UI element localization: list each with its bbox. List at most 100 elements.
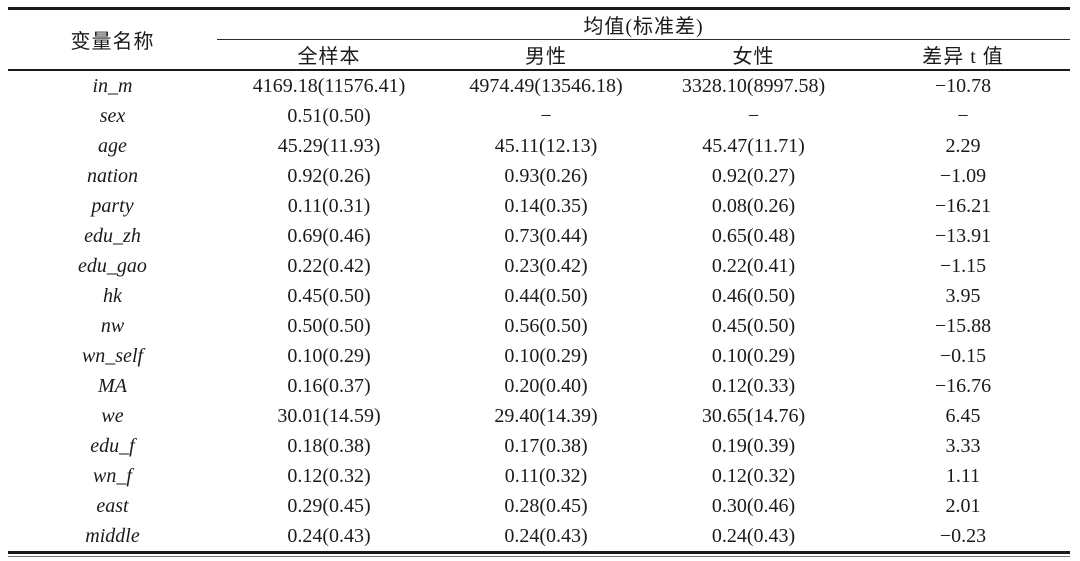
t-value-cell: 1.11 <box>945 464 981 487</box>
table-body: in_m 4169.18(11576.41) 4974.49(13546.18) 33… <box>8 70 1070 553</box>
mean-sd-group-header: 均值(标准差) <box>217 8 1071 40</box>
female-cell: 0.65(0.48) <box>711 224 796 247</box>
variable-name-cell: edu_zh <box>84 224 141 247</box>
col-header-female: 女性 <box>651 39 856 71</box>
full-sample-cell: 0.29(0.45) <box>287 494 371 517</box>
t-value-cell: −0.23 <box>939 524 987 547</box>
male-cell: 0.73(0.44) <box>504 224 588 247</box>
t-value-cell: 6.45 <box>945 404 981 427</box>
male-cell: − <box>540 104 552 127</box>
variable-name-cell: nation <box>86 164 139 187</box>
variable-name-cell: MA <box>98 374 127 397</box>
t-value-cell: −1.15 <box>939 254 987 277</box>
table-row: party 0.11(0.31) 0.14(0.35) 0.08(0.26) −16.2… <box>8 191 1070 221</box>
table-row: in_m 4169.18(11576.41) 4974.49(13546.18) 33… <box>8 70 1070 101</box>
female-cell: − <box>747 104 760 127</box>
table-row: wn_f 0.12(0.32) 0.11(0.32) 0.12(0.32) 1.11 <box>8 461 1070 491</box>
col-header-full-sample: 全样本 <box>217 39 441 71</box>
female-cell: 3328.10(8997.58) <box>681 74 826 97</box>
variable-name-cell: edu_gao <box>78 254 147 277</box>
t-value-cell: −16.76 <box>934 374 992 397</box>
male-cell: 29.40(14.39) <box>494 404 598 427</box>
male-cell: 0.14(0.35) <box>504 194 588 217</box>
full-sample-cell: 0.22(0.42) <box>287 254 371 277</box>
variable-name-cell: middle <box>85 524 140 547</box>
t-value-cell: −1.09 <box>939 164 987 187</box>
male-cell: 0.28(0.45) <box>504 494 588 517</box>
male-cell: 0.23(0.42) <box>504 254 588 277</box>
female-cell: 45.47(11.71) <box>702 134 805 157</box>
female-cell: 0.10(0.29) <box>711 344 796 367</box>
header-group-row: 变量名称 均值(标准差) <box>8 8 1071 71</box>
t-value-cell: −0.15 <box>939 344 987 367</box>
table-row: middle 0.24(0.43) 0.24(0.43) 0.24(0.43) −0.2… <box>8 521 1070 553</box>
table-row: hk 0.45(0.50) 0.44(0.50) 0.46(0.50) 3.95 <box>8 281 1070 311</box>
variable-name-cell: wn_f <box>93 464 132 487</box>
table-row: sex 0.51(0.50) − − − <box>8 101 1070 131</box>
full-sample-cell: 0.69(0.46) <box>287 224 371 247</box>
variable-name-cell: east <box>96 494 129 517</box>
full-sample-cell: 0.11(0.31) <box>287 194 371 217</box>
male-cell: 0.20(0.40) <box>504 374 588 397</box>
table-row: east 0.29(0.45) 0.28(0.45) 0.30(0.46) 2.01 <box>8 491 1070 521</box>
full-sample-cell: 0.24(0.43) <box>287 524 371 547</box>
full-sample-cell: 0.16(0.37) <box>287 374 371 397</box>
full-sample-cell: 0.10(0.29) <box>287 344 371 367</box>
t-value-cell: −16.21 <box>934 194 992 217</box>
table-row: edu_gao 0.22(0.42) 0.23(0.42) 0.22(0.41) −1.… <box>8 251 1070 281</box>
variable-name-cell: wn_self <box>81 344 144 367</box>
full-sample-cell: 4169.18(11576.41) <box>252 74 406 97</box>
female-cell: 0.12(0.33) <box>711 374 796 397</box>
full-sample-cell: 0.45(0.50) <box>287 284 371 307</box>
t-value-cell: 2.01 <box>945 494 981 517</box>
male-cell: 45.11(12.13) <box>494 134 598 157</box>
descriptive-statistics-table: 变量名称 均值(标准差) 全样本 男性 女性 差异 t 值 in_m 4169.1… <box>8 7 1071 554</box>
full-sample-cell: 0.50(0.50) <box>287 314 371 337</box>
variable-name-cell: party <box>91 194 134 217</box>
full-sample-cell: 0.92(0.26) <box>287 164 371 187</box>
t-value-cell: −15.88 <box>934 314 992 337</box>
t-value-cell: −13.91 <box>934 224 992 247</box>
variable-name-cell: nw <box>100 314 125 337</box>
male-cell: 0.10(0.29) <box>504 344 588 367</box>
variable-name-cell: we <box>101 404 124 427</box>
male-cell: 4974.49(13546.18) <box>469 74 623 97</box>
female-cell: 0.24(0.43) <box>711 524 796 547</box>
female-cell: 0.19(0.39) <box>711 434 796 457</box>
full-sample-cell: 0.12(0.32) <box>287 464 371 487</box>
female-cell: 0.30(0.46) <box>711 494 796 517</box>
variable-name-cell: in_m <box>92 74 133 97</box>
t-value-cell: −10.78 <box>934 74 992 97</box>
male-cell: 0.24(0.43) <box>504 524 588 547</box>
col-header-male: 男性 <box>441 39 651 71</box>
table-row: edu_f 0.18(0.38) 0.17(0.38) 0.19(0.39) 3.33 <box>8 431 1070 461</box>
variable-name-header: 变量名称 <box>8 8 217 71</box>
table-row: nation 0.92(0.26) 0.93(0.26) 0.92(0.27) −1.0… <box>8 161 1070 191</box>
female-cell: 0.08(0.26) <box>711 194 796 217</box>
table-row: edu_zh 0.69(0.46) 0.73(0.44) 0.65(0.48) −13.… <box>8 221 1070 251</box>
table-row: we 30.01(14.59) 29.40(14.39) 30.65(14.76) 6.… <box>8 401 1070 431</box>
t-value-cell: 3.95 <box>945 284 981 307</box>
variable-name-cell: age <box>98 134 127 157</box>
table-row: MA 0.16(0.37) 0.20(0.40) 0.12(0.33) −16.76 <box>8 371 1070 401</box>
female-cell: 0.45(0.50) <box>711 314 796 337</box>
female-cell: 0.46(0.50) <box>711 284 796 307</box>
table-row: nw 0.50(0.50) 0.56(0.50) 0.45(0.50) −15.88 <box>8 311 1070 341</box>
t-value-cell: − <box>957 104 969 127</box>
female-cell: 0.92(0.27) <box>711 164 796 187</box>
variable-name-cell: hk <box>103 284 122 307</box>
full-sample-cell: 30.01(14.59) <box>277 404 381 427</box>
full-sample-cell: 0.51(0.50) <box>287 104 371 127</box>
male-cell: 0.17(0.38) <box>504 434 588 457</box>
female-cell: 0.12(0.32) <box>711 464 796 487</box>
male-cell: 0.56(0.50) <box>504 314 588 337</box>
t-value-cell: 2.29 <box>945 134 981 157</box>
male-cell: 0.11(0.32) <box>504 464 588 487</box>
female-cell: 30.65(14.76) <box>701 404 806 427</box>
female-cell: 0.22(0.41) <box>711 254 796 277</box>
bottom-double-rule-thin-line <box>8 556 1070 557</box>
full-sample-cell: 0.18(0.38) <box>287 434 371 457</box>
variable-name-cell: edu_f <box>90 434 135 457</box>
t-value-cell: 3.33 <box>945 434 981 457</box>
